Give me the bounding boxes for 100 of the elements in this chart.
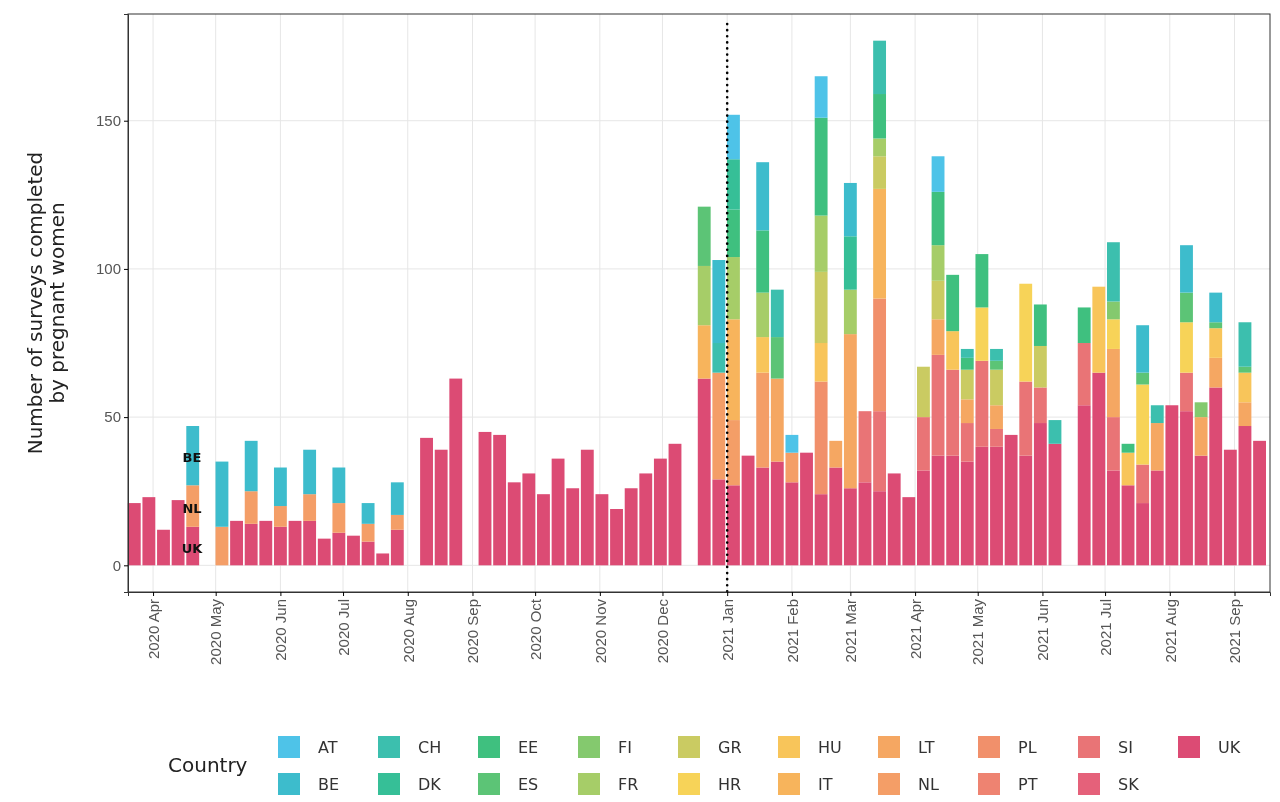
bar [756,372,770,468]
bar [1033,423,1047,566]
bar [1238,322,1252,367]
bar [1150,423,1164,471]
bar [931,191,945,246]
bar [478,431,492,566]
bar [1180,245,1193,293]
bar [727,485,740,566]
bar [1180,322,1193,373]
bar [931,245,945,281]
bar [273,506,287,527]
bar [1136,325,1150,373]
x-tick-label: 2020 Oct [526,598,544,660]
legend-label: FR [618,774,639,794]
bar [814,381,828,495]
bar [843,236,857,290]
bar [493,434,507,566]
bar [960,357,974,370]
bar [273,467,287,507]
bar [1106,348,1120,418]
legend-label: SK [1118,774,1140,794]
legend-label: HU [818,737,842,757]
bar [975,254,989,308]
bar [1077,307,1091,344]
x-tick-label: 2021 Jun [1034,599,1052,661]
bar [770,337,784,379]
bar [1106,301,1120,320]
bar [244,491,258,524]
x-tick-label: 2021 Sep [1226,599,1244,664]
bar [288,520,302,566]
bar [668,443,682,566]
legend-label: DK [418,774,442,794]
bar [727,257,740,320]
bar [1019,381,1033,456]
legend-label: EE [518,737,539,757]
bar [390,482,404,515]
legend-label: IT [818,774,833,794]
bar [756,337,770,373]
bar [990,360,1003,370]
x-tick-label: 2020 Aug [399,599,417,663]
bar [931,156,945,192]
bar [756,292,770,338]
bar [653,458,667,566]
bar [741,455,755,566]
bar [873,491,887,566]
bar [1194,402,1208,418]
bar [727,159,740,210]
bar [873,411,887,492]
bar [1048,443,1062,566]
legend-label: AT [318,737,338,757]
bar [1033,345,1047,388]
bar [157,529,170,566]
bar [347,535,360,566]
bar [946,369,960,456]
bar [1033,387,1047,424]
bar [1150,405,1164,424]
bar [697,325,711,379]
bar [990,369,1003,406]
bar [843,289,857,335]
bar [858,411,872,483]
bar [1121,452,1135,486]
bar [1033,304,1047,346]
bar [814,76,828,118]
bar [990,428,1003,447]
bar [1180,411,1193,566]
bar [756,467,770,566]
bar [303,494,317,521]
bar [1106,417,1120,471]
x-tick-label: 2020 Jul [334,599,352,656]
legend-label: NL [918,774,939,794]
bar [390,514,404,530]
x-tick-label: 2021 Apr [906,599,924,660]
y-tick-label: 50 [104,408,121,426]
bar [712,343,726,373]
bar [1106,319,1120,349]
legend-label: PT [1018,774,1038,794]
bar [361,523,375,542]
bar [610,509,623,566]
bar [1048,420,1062,444]
bar [727,319,740,421]
bar [946,455,960,566]
bar [873,138,887,157]
bar [931,455,945,566]
bar [931,280,945,320]
bar [712,372,726,480]
bar [917,366,930,418]
bar [843,182,857,237]
legend-label: HR [718,774,742,794]
legend-label: SI [1118,737,1133,757]
bar [712,260,726,344]
bar [873,298,887,412]
bar [273,526,287,566]
bar [873,156,887,189]
bar [960,348,974,358]
bar [917,470,930,566]
bar [1253,440,1266,566]
bar [756,162,770,231]
bar [960,399,974,424]
bar [829,440,843,468]
legend-label: PL [1018,737,1037,757]
